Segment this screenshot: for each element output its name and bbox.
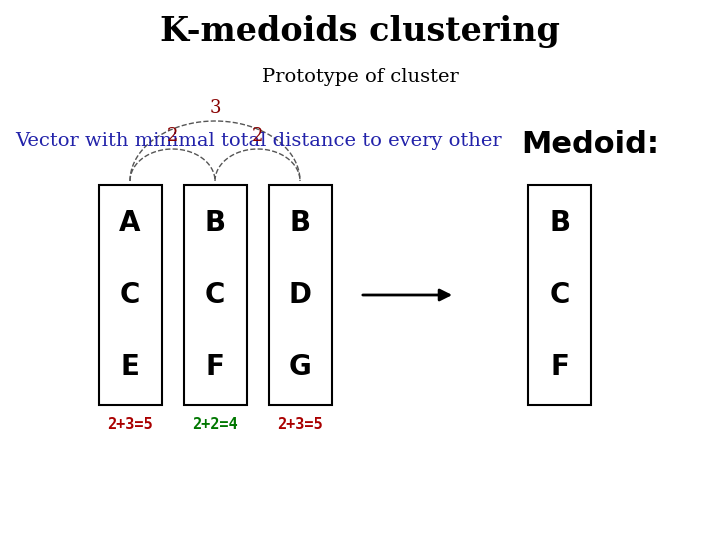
Text: D: D <box>289 281 312 309</box>
Text: C: C <box>550 281 570 309</box>
Text: Prototype of cluster: Prototype of cluster <box>261 68 459 86</box>
Text: E: E <box>120 353 140 381</box>
Text: F: F <box>551 353 570 381</box>
Text: 2+3=5: 2+3=5 <box>107 417 153 432</box>
Bar <box>184 185 246 405</box>
Text: G: G <box>289 353 311 381</box>
Bar <box>528 185 592 405</box>
Text: F: F <box>206 353 225 381</box>
Text: 2+3=5: 2+3=5 <box>277 417 323 432</box>
Text: 2: 2 <box>167 127 178 145</box>
Bar <box>269 185 331 405</box>
Text: 3: 3 <box>210 99 221 117</box>
Text: C: C <box>204 281 225 309</box>
Text: B: B <box>289 209 310 237</box>
Text: B: B <box>204 209 225 237</box>
Text: B: B <box>549 209 570 237</box>
Text: K-medoids clustering: K-medoids clustering <box>160 15 560 48</box>
Text: 2: 2 <box>252 127 264 145</box>
Text: Vector with minimal total distance to every other: Vector with minimal total distance to ev… <box>15 132 502 150</box>
Bar <box>99 185 161 405</box>
Text: A: A <box>120 209 140 237</box>
Text: C: C <box>120 281 140 309</box>
Text: Medoid:: Medoid: <box>521 130 659 159</box>
Text: 2+2=4: 2+2=4 <box>192 417 238 432</box>
